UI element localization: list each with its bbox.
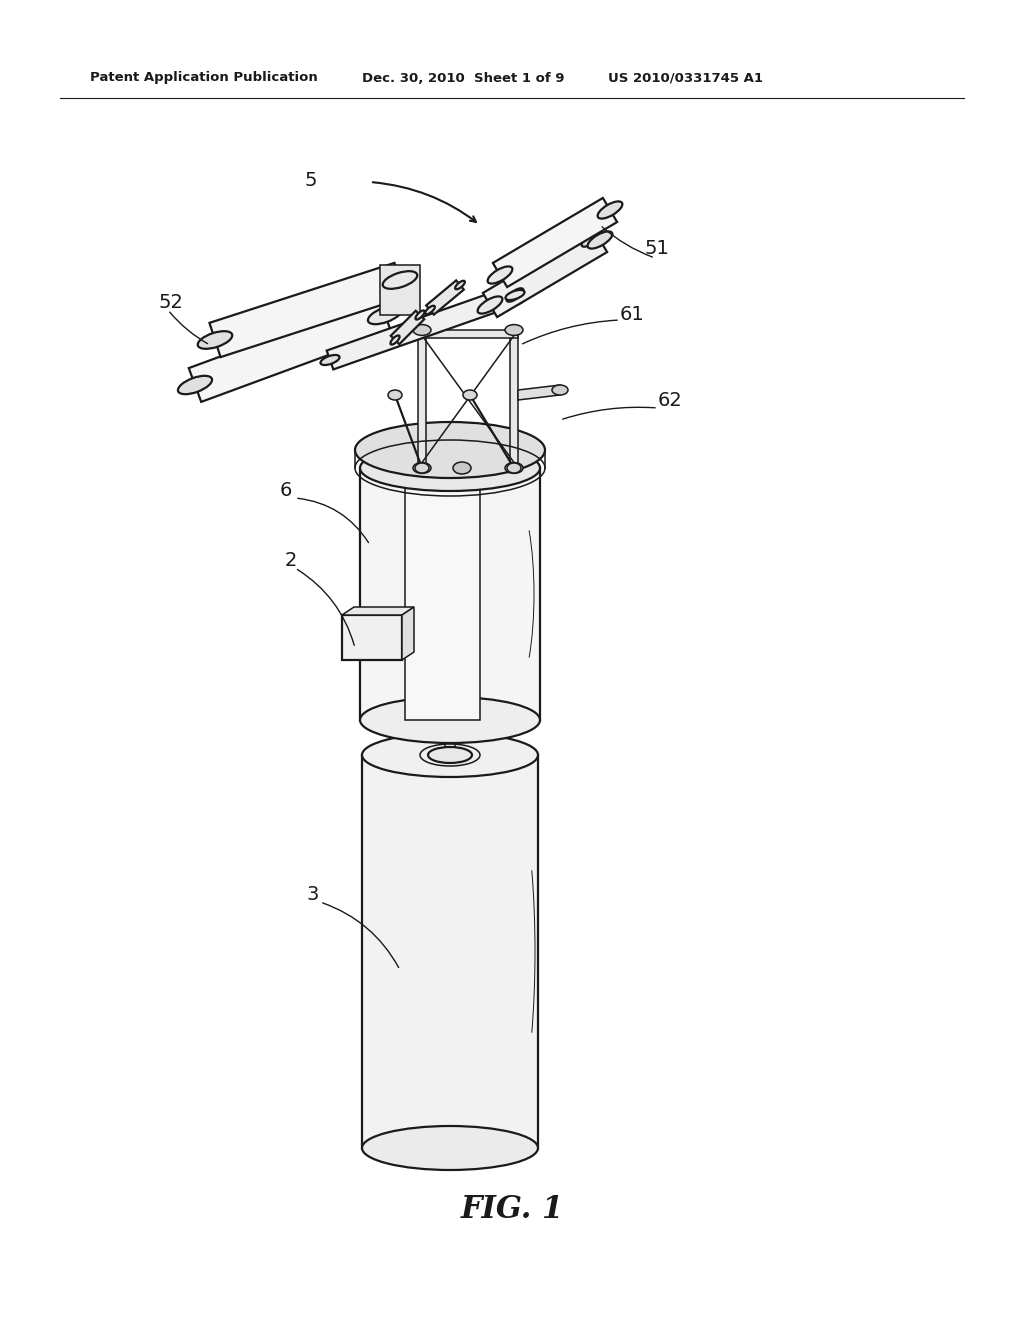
Ellipse shape	[582, 234, 598, 247]
Polygon shape	[518, 385, 560, 400]
Ellipse shape	[360, 445, 540, 491]
Ellipse shape	[413, 325, 431, 335]
Ellipse shape	[321, 355, 340, 366]
Ellipse shape	[368, 306, 402, 325]
Ellipse shape	[428, 747, 472, 763]
Polygon shape	[510, 330, 518, 469]
Ellipse shape	[506, 290, 524, 300]
Polygon shape	[509, 232, 596, 304]
Ellipse shape	[383, 271, 417, 289]
Ellipse shape	[413, 462, 431, 474]
Ellipse shape	[425, 306, 435, 314]
Polygon shape	[342, 615, 402, 660]
Polygon shape	[188, 298, 391, 401]
Ellipse shape	[477, 297, 503, 314]
Polygon shape	[483, 228, 607, 317]
Text: 61: 61	[620, 305, 645, 325]
Polygon shape	[380, 265, 420, 315]
Ellipse shape	[362, 1126, 538, 1170]
Text: 3: 3	[307, 886, 319, 904]
Polygon shape	[493, 198, 617, 286]
Text: US 2010/0331745 A1: US 2010/0331745 A1	[608, 71, 763, 84]
Polygon shape	[426, 280, 464, 314]
Ellipse shape	[505, 462, 523, 474]
Polygon shape	[418, 330, 426, 469]
Text: 2: 2	[285, 550, 297, 569]
Ellipse shape	[507, 463, 521, 473]
Polygon shape	[418, 330, 518, 338]
Ellipse shape	[505, 325, 523, 335]
Ellipse shape	[388, 389, 402, 400]
Text: 52: 52	[158, 293, 183, 312]
Ellipse shape	[390, 335, 399, 345]
Ellipse shape	[362, 733, 538, 777]
Ellipse shape	[198, 331, 232, 348]
Ellipse shape	[360, 697, 540, 743]
Text: 51: 51	[645, 239, 670, 257]
Ellipse shape	[415, 463, 429, 473]
Text: FIG. 1: FIG. 1	[461, 1195, 563, 1225]
Polygon shape	[210, 263, 406, 358]
Polygon shape	[362, 755, 538, 1148]
Text: Dec. 30, 2010  Sheet 1 of 9: Dec. 30, 2010 Sheet 1 of 9	[362, 71, 564, 84]
Polygon shape	[406, 473, 480, 719]
Ellipse shape	[453, 462, 471, 474]
Ellipse shape	[552, 385, 568, 395]
Polygon shape	[360, 469, 540, 719]
Ellipse shape	[463, 389, 477, 400]
Polygon shape	[327, 285, 518, 370]
Text: Patent Application Publication: Patent Application Publication	[90, 71, 317, 84]
Ellipse shape	[416, 310, 425, 319]
Ellipse shape	[455, 281, 465, 289]
Text: 62: 62	[658, 391, 683, 409]
Polygon shape	[391, 310, 424, 345]
Polygon shape	[402, 607, 414, 660]
Ellipse shape	[178, 376, 212, 395]
Ellipse shape	[487, 267, 512, 284]
Ellipse shape	[598, 202, 623, 219]
Ellipse shape	[355, 422, 545, 478]
Polygon shape	[342, 607, 414, 615]
Ellipse shape	[507, 288, 523, 302]
Ellipse shape	[588, 231, 612, 248]
Text: 5: 5	[305, 170, 317, 190]
Text: 6: 6	[280, 480, 293, 499]
